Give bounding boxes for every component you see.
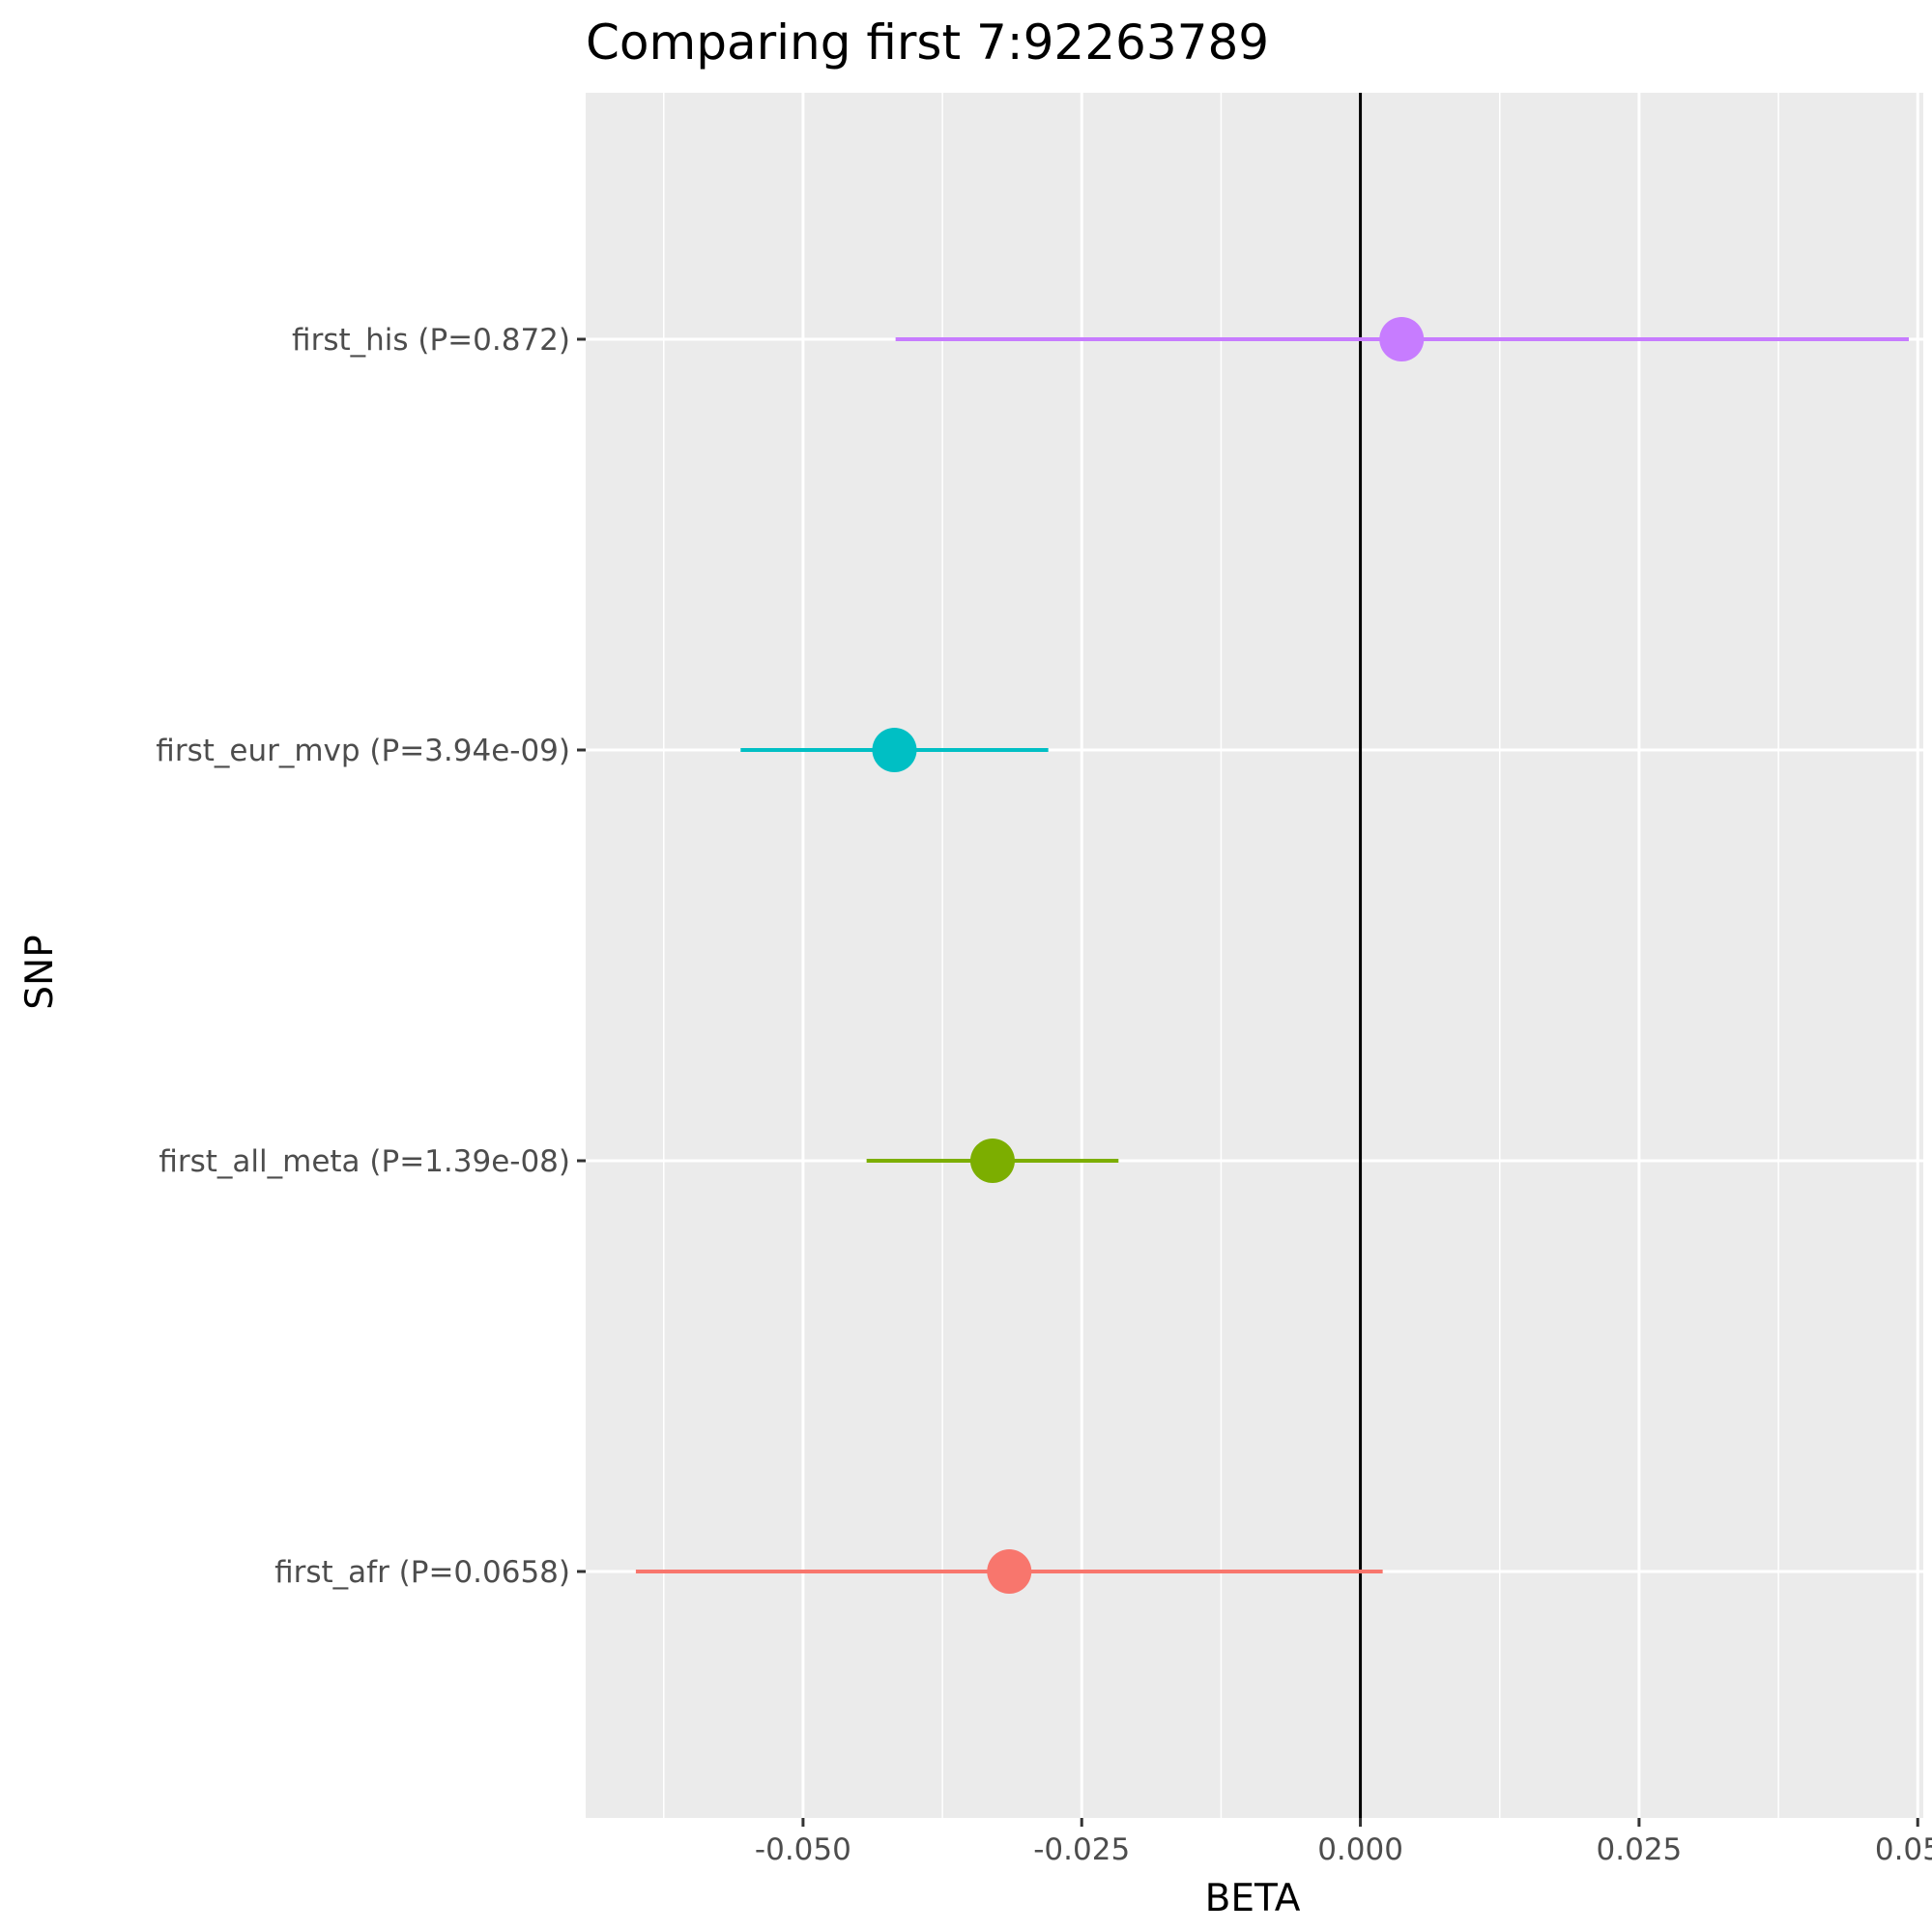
grid-minor	[662, 93, 1779, 1818]
point-estimate	[969, 1139, 1015, 1183]
y-axis-title: SNP	[18, 935, 62, 1009]
point-estimate-layer	[872, 317, 1425, 1594]
chart-title: Comparing first 7:92263789	[586, 14, 1269, 71]
x-axis: -0.050 -0.025 0.000 0.025 0.050	[755, 1818, 1932, 1867]
point-estimate	[872, 728, 917, 772]
x-tick-label: -0.025	[1033, 1832, 1130, 1867]
x-tick-label: -0.050	[755, 1832, 851, 1867]
point-estimate	[1379, 317, 1425, 361]
x-axis-title: BETA	[1205, 1877, 1301, 1920]
y-tick-label: first_his (P=0.872)	[292, 323, 570, 358]
y-tick-label: first_eur_mvp (P=3.94e-09)	[156, 734, 570, 768]
y-tick-label: first_afr (P=0.0658)	[274, 1555, 570, 1590]
plot-panel	[586, 93, 1923, 1818]
x-tick-label: 0.025	[1597, 1832, 1683, 1867]
point-estimate	[987, 1549, 1032, 1594]
y-axis: first_afr (P=0.0658) first_all_meta (P=1.…	[156, 323, 586, 1590]
x-tick-label: 0.050	[1875, 1832, 1932, 1867]
y-tick-label: first_all_meta (P=1.39e-08)	[159, 1144, 570, 1179]
x-tick-label: 0.000	[1317, 1832, 1403, 1867]
